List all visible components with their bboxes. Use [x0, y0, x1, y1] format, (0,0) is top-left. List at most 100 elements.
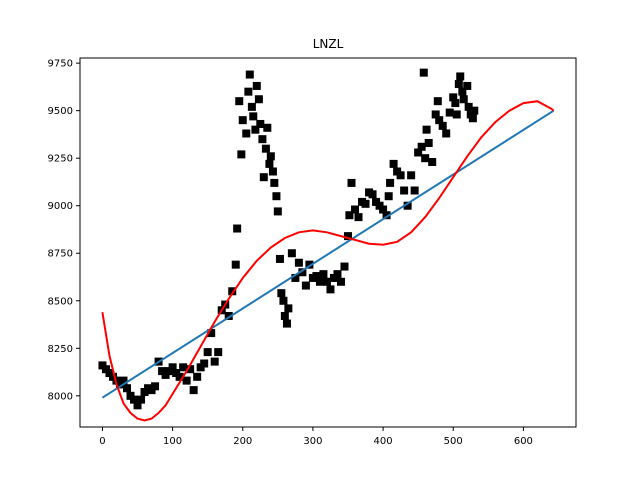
data-point [454, 80, 463, 89]
data-point [182, 376, 191, 385]
data-point [414, 148, 423, 157]
x-tick-label: 400 [374, 436, 393, 447]
data-point [137, 395, 146, 404]
axes-frame [79, 57, 577, 428]
data-point [275, 254, 284, 263]
y-tick-label: 8500 [48, 296, 73, 307]
linear-fit-line [101, 109, 555, 399]
data-point [456, 72, 465, 81]
data-point [403, 201, 412, 210]
data-point [343, 232, 352, 241]
data-point [428, 157, 437, 166]
x-axis: 0 100 200 300 400 500 600 [99, 427, 533, 447]
y-tick-label: 8000 [48, 391, 73, 402]
data-point [386, 178, 395, 187]
data-point [287, 249, 296, 258]
data-point [396, 171, 405, 180]
data-point [315, 277, 324, 286]
data-point [354, 213, 363, 222]
data-point [193, 372, 202, 381]
x-tick-label: 500 [444, 436, 463, 447]
data-point [435, 116, 444, 125]
data-point [200, 359, 209, 368]
data-point [272, 192, 281, 201]
polynomial-fit-line [101, 100, 555, 422]
y-tick-label: 9500 [48, 106, 73, 117]
data-point [224, 311, 233, 320]
data-point [351, 205, 360, 214]
data-point [464, 102, 473, 111]
data-point [254, 95, 263, 104]
data-point [305, 260, 314, 269]
data-point [244, 87, 253, 96]
data-point [345, 211, 354, 220]
data-point [379, 205, 388, 214]
data-point [231, 260, 240, 269]
data-point [438, 121, 447, 130]
data-point [431, 110, 440, 119]
plot-area [98, 68, 555, 422]
y-tick-label: 8250 [48, 344, 73, 355]
data-point [175, 372, 184, 381]
data-point [270, 178, 279, 187]
data-point [424, 138, 433, 147]
data-point [421, 154, 430, 163]
data-point [433, 97, 442, 106]
data-point [245, 70, 254, 79]
data-point [400, 186, 409, 195]
data-point [384, 192, 393, 201]
data-point [258, 135, 267, 144]
data-point [322, 277, 331, 286]
data-point [417, 142, 426, 151]
data-point [361, 199, 370, 208]
data-point [233, 224, 242, 233]
data-point [186, 365, 195, 374]
data-point [123, 384, 132, 393]
data-point [340, 262, 349, 271]
data-point [210, 357, 219, 366]
data-point [259, 173, 268, 182]
data-point [319, 270, 328, 279]
data-point [451, 99, 460, 108]
data-point [382, 211, 391, 220]
data-point [459, 95, 468, 104]
data-point [333, 270, 342, 279]
data-point [237, 150, 246, 159]
data-point [252, 81, 261, 90]
chart-title: LNZL [313, 37, 344, 51]
data-point [273, 207, 282, 216]
y-axis: 8000 8250 8500 8750 9000 9250 9500 9750 [48, 59, 80, 402]
data-point [407, 171, 416, 180]
data-point [336, 277, 345, 286]
data-point [301, 281, 310, 290]
x-tick-label: 300 [303, 436, 322, 447]
data-point [256, 119, 265, 128]
data-point [442, 129, 451, 138]
data-point [445, 108, 454, 117]
y-tick-label: 9750 [48, 59, 73, 70]
y-tick-label: 8750 [48, 249, 73, 260]
data-point [280, 311, 289, 320]
data-point [168, 363, 177, 372]
data-point [422, 125, 431, 134]
data-point [242, 129, 251, 138]
data-point [389, 159, 398, 168]
y-tick-label: 9250 [48, 154, 73, 165]
data-point [470, 106, 479, 115]
data-point [368, 190, 377, 199]
x-tick-label: 0 [99, 436, 105, 447]
data-point [347, 178, 356, 187]
data-point [238, 116, 247, 125]
data-point [294, 258, 303, 267]
data-point [449, 93, 458, 102]
data-point [284, 304, 293, 313]
data-point [249, 112, 258, 121]
data-point [119, 376, 128, 385]
data-point [291, 273, 300, 282]
data-point [468, 114, 477, 123]
data-point [214, 348, 223, 357]
data-point [277, 289, 286, 298]
data-point [298, 268, 307, 277]
